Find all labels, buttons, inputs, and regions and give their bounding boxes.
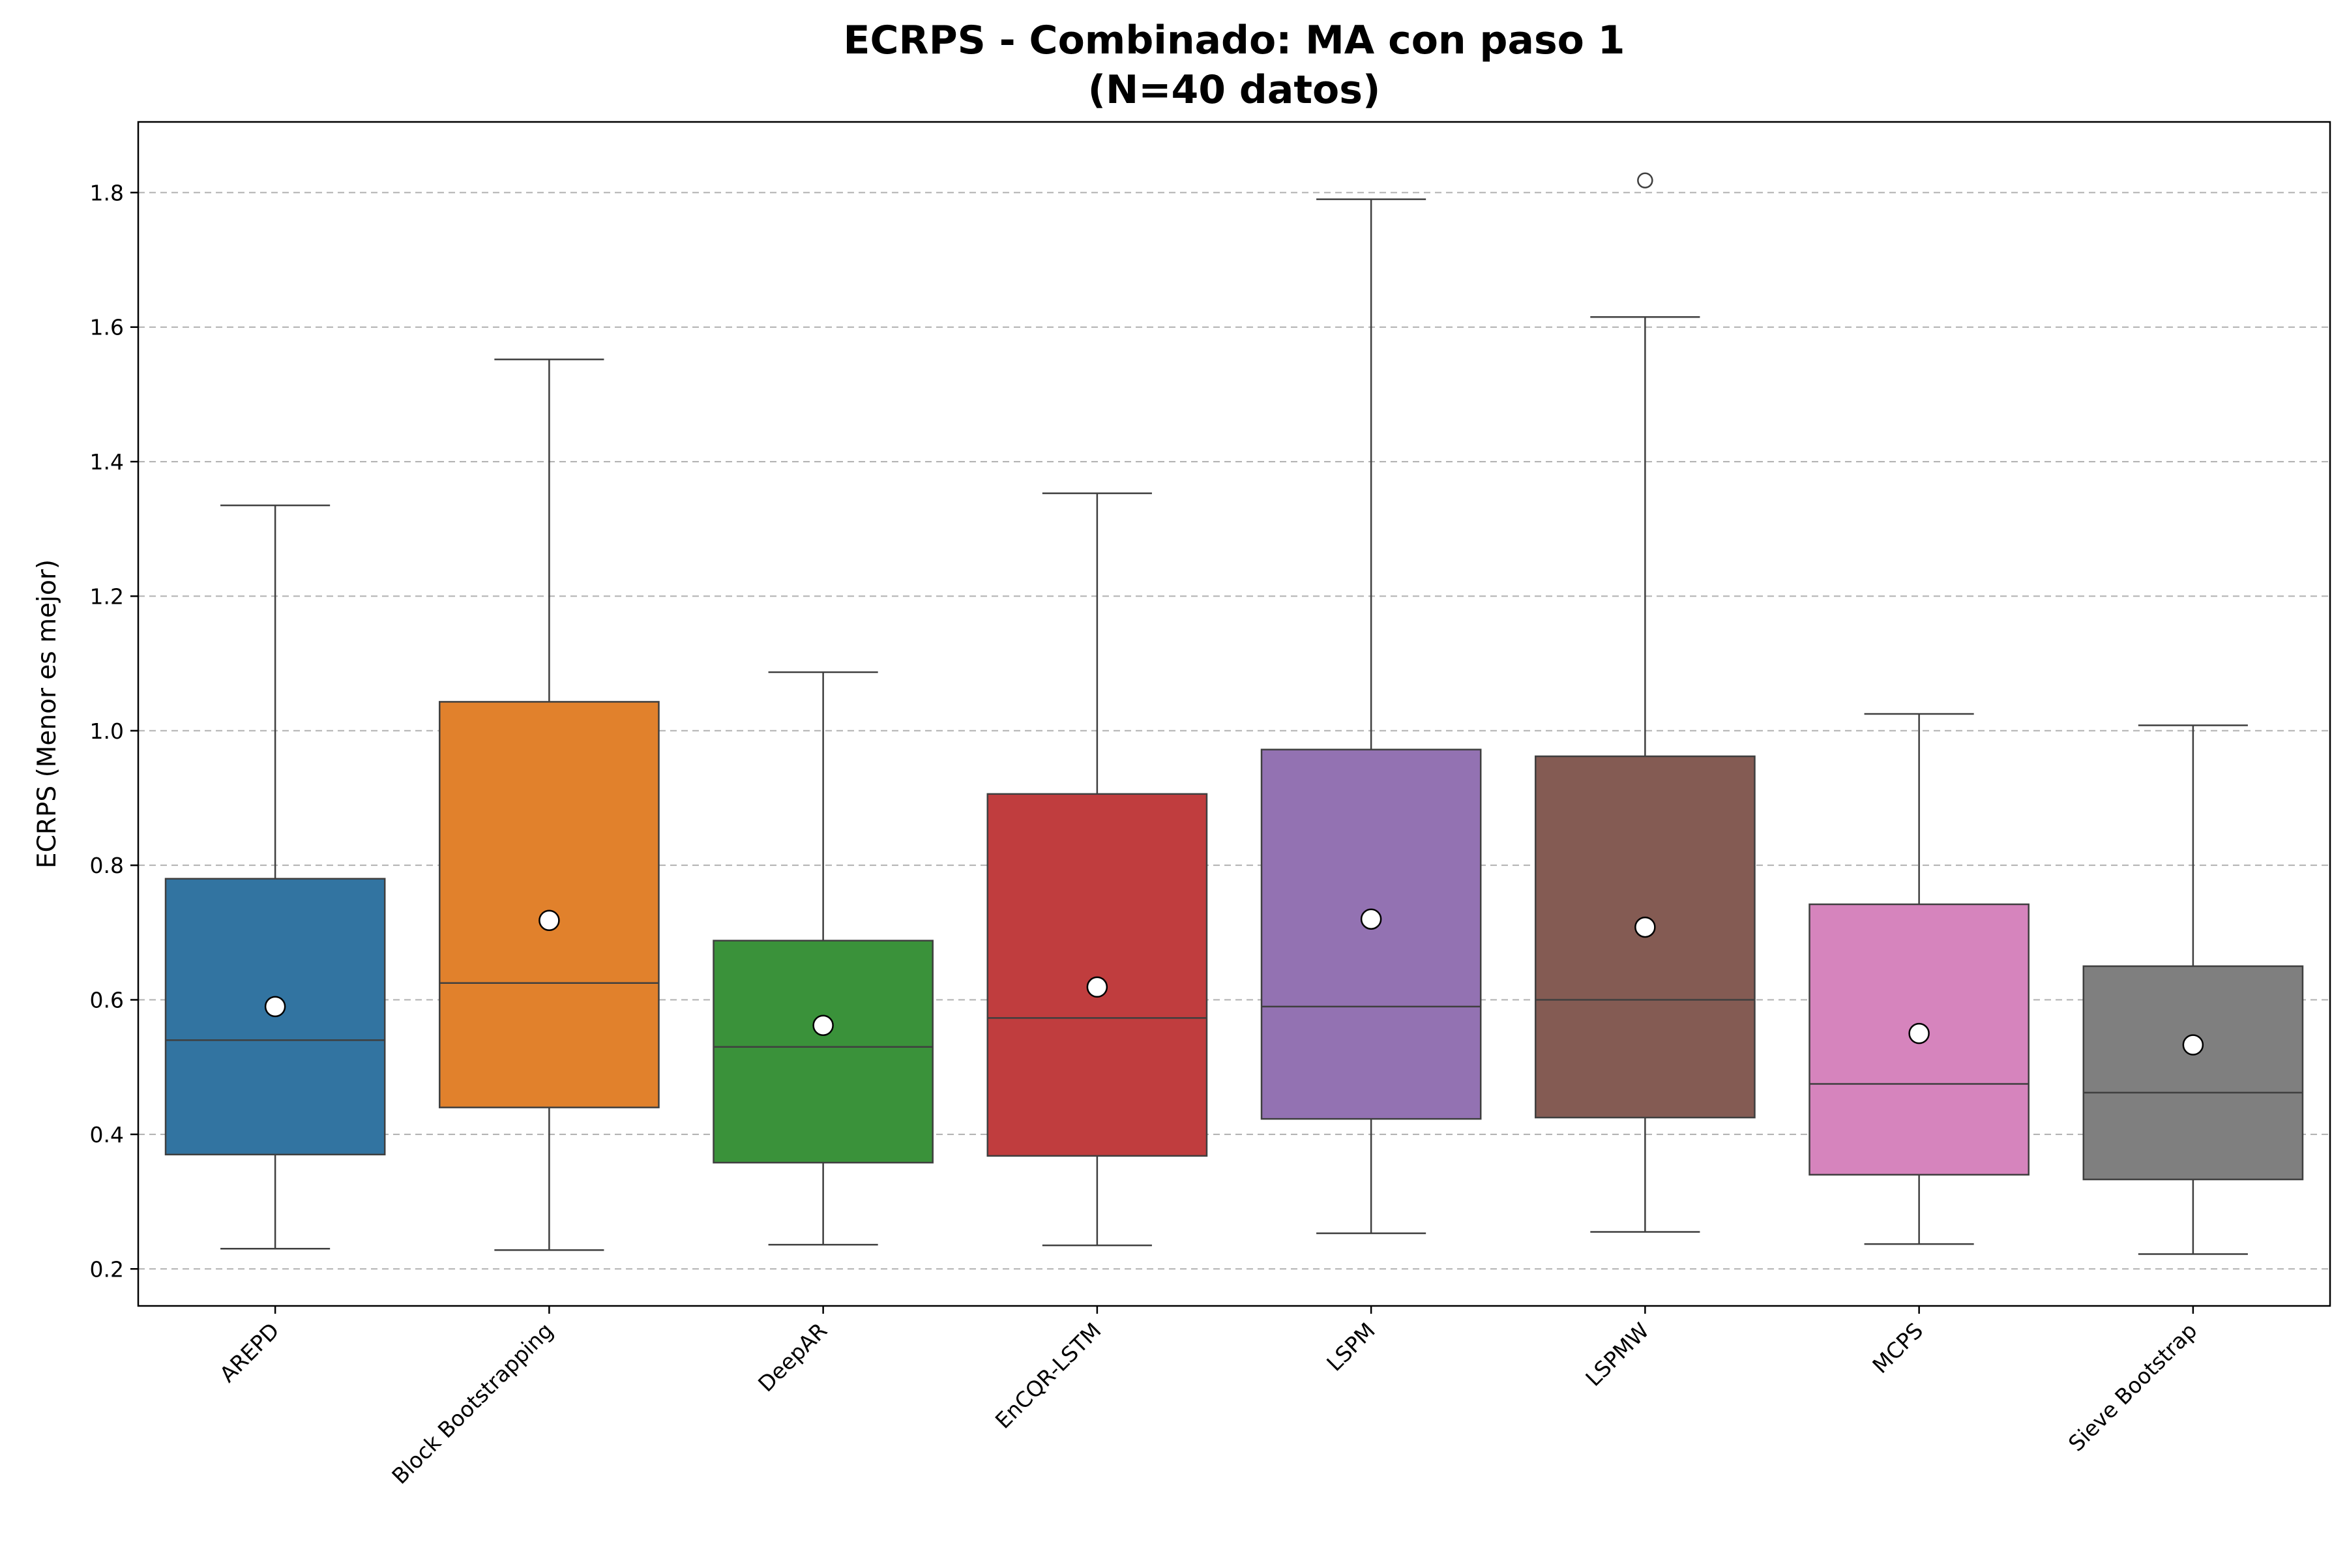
plot-frame [137, 121, 2331, 1307]
box-arepd [164, 504, 386, 1250]
iqr-box [1260, 748, 1482, 1120]
box-deepar [713, 671, 934, 1246]
outlier-point [1637, 172, 1653, 189]
box-encqr-lstm [986, 492, 1208, 1247]
iqr-box [713, 939, 934, 1164]
mean-marker [1634, 916, 1656, 938]
x-tick-label: AREPD [214, 1318, 284, 1387]
y-axis-label: ECRPS (Menor es mejor) [33, 559, 62, 868]
mean-marker [812, 1014, 834, 1036]
mean-marker [264, 996, 286, 1018]
iqr-box [986, 793, 1208, 1157]
mean-marker [1360, 908, 1382, 930]
box-lspm [1260, 198, 1482, 1234]
box-block-bootstrapping [439, 358, 660, 1251]
box-series [164, 172, 2304, 1255]
iqr-box [1808, 903, 2030, 1176]
x-tick-label: EnCQR-LSTM [990, 1318, 1106, 1434]
y-tick-label: 0.8 [90, 853, 124, 878]
x-tick-label: Sieve Bootstrap [2063, 1318, 2202, 1457]
y-tick-label: 0.2 [90, 1256, 124, 1282]
mean-marker [1908, 1022, 1930, 1044]
box-lspmw [1535, 172, 1756, 1233]
mean-marker [1086, 976, 1108, 998]
y-tick-label: 1.4 [90, 449, 124, 475]
y-tick-label: 1.0 [90, 718, 124, 744]
x-tick-label: LSPM [1321, 1318, 1380, 1376]
x-tick-label: DeepAR [753, 1318, 832, 1397]
y-tick-label: 1.2 [90, 584, 124, 609]
x-tick-label: LSPMW [1580, 1318, 1654, 1391]
mean-marker [2182, 1034, 2204, 1056]
box-mcps [1808, 713, 2030, 1245]
iqr-box [2082, 965, 2304, 1181]
x-tick-label: Block Bootstrapping [387, 1318, 558, 1489]
y-tick-label: 1.8 [90, 180, 124, 205]
mean-marker [539, 910, 560, 932]
y-tick-label: 1.6 [90, 315, 124, 340]
y-tick-label: 0.6 [90, 988, 124, 1013]
iqr-box [439, 701, 660, 1108]
x-tick-label: MCPS [1867, 1318, 1928, 1378]
box-sieve-bootstrap [2082, 724, 2304, 1255]
chart-title: ECRPS - Combinado: MA con paso 1 [843, 18, 1625, 63]
chart-subtitle: (N=40 datos) [1088, 67, 1381, 113]
y-tick-label: 0.4 [90, 1122, 124, 1147]
